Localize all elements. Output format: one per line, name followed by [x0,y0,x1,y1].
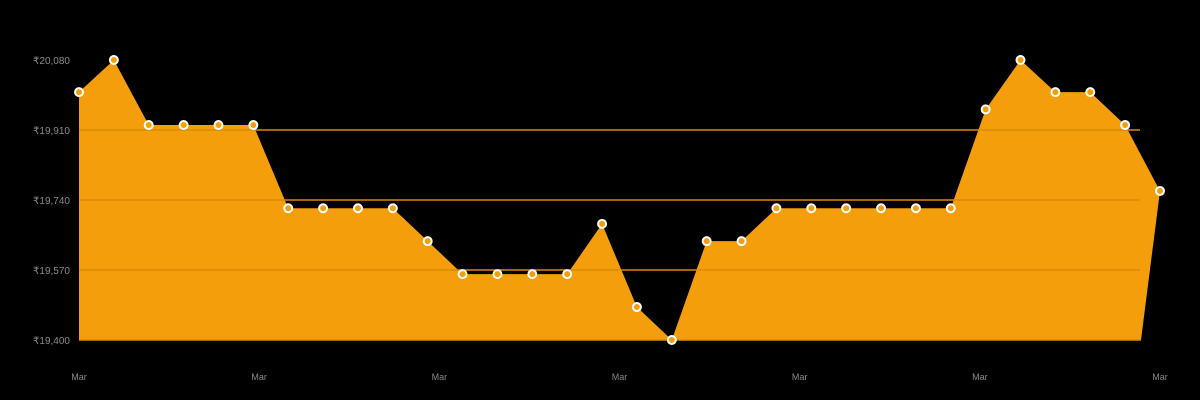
data-point-marker[interactable] [876,203,887,214]
data-point-marker[interactable] [1015,55,1026,65]
data-point-marker[interactable] [422,236,433,247]
data-point-marker[interactable] [527,269,538,280]
data-point-marker[interactable] [1120,120,1131,131]
data-point-marker[interactable] [213,120,224,131]
y-axis-tick-label: ₹19,910 [33,126,70,137]
y-axis-tick-label: ₹19,570 [33,266,70,277]
x-axis-tick-label: Mar [612,372,628,382]
data-point-marker[interactable] [1050,87,1061,98]
data-point-marker[interactable] [806,203,817,214]
data-point-marker[interactable] [178,120,189,131]
data-point-marker[interactable] [492,269,503,280]
x-axis-tick-label: Mar [432,372,448,382]
data-point-marker[interactable] [841,203,852,214]
y-axis-tick-label: ₹20,080 [33,56,70,67]
y-axis-tick-label: ₹19,400 [33,336,70,347]
data-point-marker[interactable] [666,335,677,345]
data-point-marker[interactable] [736,236,747,247]
data-point-marker[interactable] [108,55,119,65]
data-point-marker[interactable] [387,203,398,214]
x-axis-tick-label: Mar [972,372,988,382]
data-point-marker[interactable] [283,203,294,214]
data-point-marker[interactable] [701,236,712,247]
data-point-marker[interactable] [457,269,468,280]
data-point-marker[interactable] [1085,87,1096,98]
data-point-marker[interactable] [143,120,154,131]
data-point-marker[interactable] [631,302,642,313]
data-point-marker[interactable] [562,269,573,280]
data-point-marker[interactable] [945,203,956,214]
x-axis-tick-label: Mar [71,372,87,382]
data-point-marker[interactable] [1155,185,1165,196]
data-point-marker[interactable] [248,120,259,131]
data-point-marker[interactable] [980,104,991,115]
data-point-marker[interactable] [597,218,608,229]
x-axis-tick-label: Mar [251,372,267,382]
data-point-marker[interactable] [771,203,782,214]
x-axis-tick-label: Mar [1152,372,1168,382]
data-point-marker[interactable] [318,203,329,214]
y-axis-tick-label: ₹19,740 [33,196,70,207]
data-point-marker[interactable] [74,87,84,98]
data-point-marker[interactable] [910,203,921,214]
x-axis-tick-label: Mar [792,372,808,382]
data-point-marker[interactable] [352,203,363,214]
